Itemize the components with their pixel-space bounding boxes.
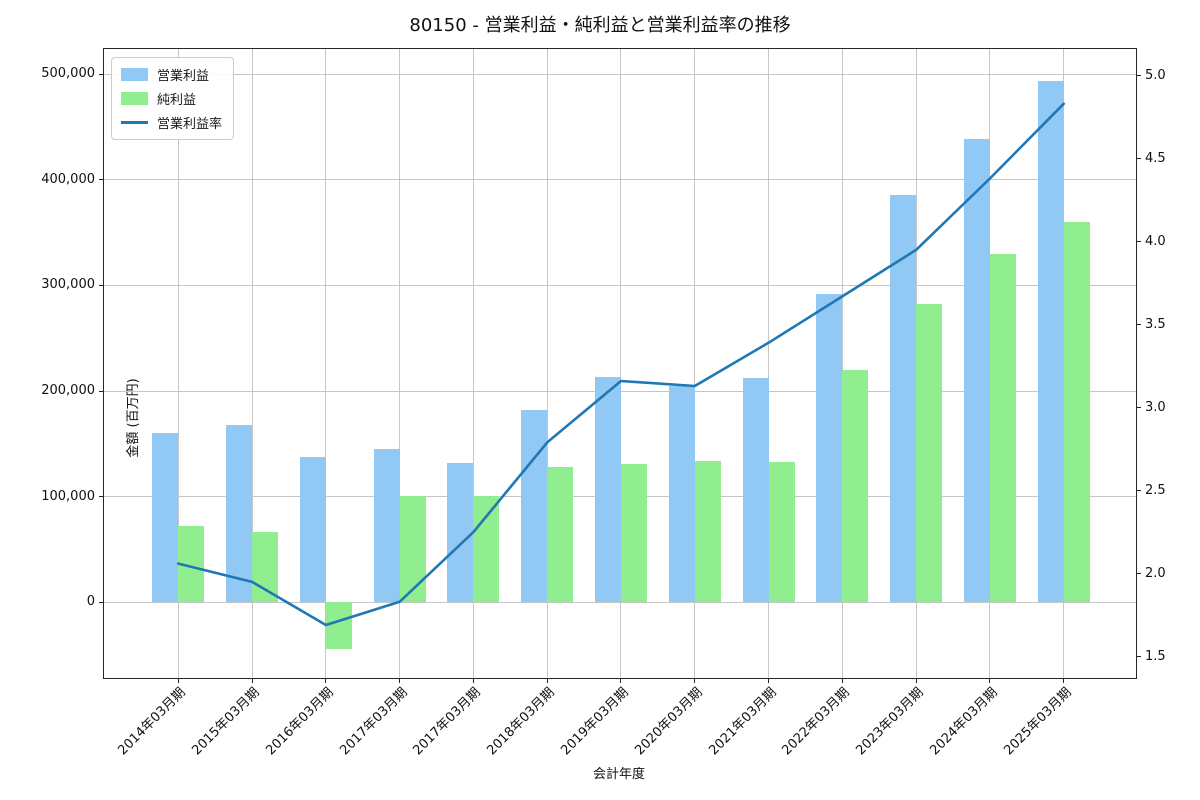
gridline-vertical xyxy=(177,49,179,678)
gridline-vertical xyxy=(694,49,696,678)
x-tick xyxy=(325,678,327,683)
operating-margin-line xyxy=(177,102,1066,627)
bar-operating-profit xyxy=(594,377,621,603)
margin-line-svg xyxy=(177,102,1066,627)
x-tick xyxy=(546,678,548,683)
legend-label-operating-margin: 営業利益率 xyxy=(157,117,223,132)
legend-swatch-operating-profit xyxy=(121,68,148,81)
y-tick-right xyxy=(1136,656,1141,658)
bar-net-profit xyxy=(694,460,721,603)
gridline-horizontal xyxy=(104,179,1136,181)
legend-swatch-operating-margin-line xyxy=(121,121,148,124)
y-tick-right xyxy=(1136,241,1141,243)
y-tick-right xyxy=(1136,490,1141,492)
bar-net-profit xyxy=(399,495,426,603)
bar-net-profit xyxy=(620,464,647,603)
bar-net-profit xyxy=(325,602,352,649)
y-tick-label-right: 4.0 xyxy=(1145,233,1166,249)
bar-operating-profit xyxy=(152,433,179,603)
y-tick-left xyxy=(99,390,104,392)
bar-net-profit xyxy=(989,253,1016,603)
legend-label-net-profit: 純利益 xyxy=(157,93,197,108)
bar-operating-profit xyxy=(447,462,474,603)
gridline-vertical xyxy=(251,49,253,678)
bar-operating-profit xyxy=(1037,81,1064,603)
y-tick-label-right: 2.5 xyxy=(1145,482,1166,498)
gridline-horizontal xyxy=(104,284,1136,286)
gridline-vertical xyxy=(620,49,622,678)
gridline-horizontal xyxy=(104,73,1136,75)
x-tick xyxy=(694,678,696,683)
y-tick-label-left: 300,000 xyxy=(41,277,95,293)
gridline-vertical xyxy=(399,49,401,678)
x-tick xyxy=(399,678,401,683)
bar-net-profit xyxy=(547,467,574,603)
x-tick xyxy=(472,678,474,683)
x-tick xyxy=(251,678,253,683)
bar-operating-profit xyxy=(226,424,253,603)
x-tick xyxy=(989,678,991,683)
x-tick xyxy=(915,678,917,683)
y-tick-left xyxy=(99,284,104,286)
bar-operating-profit xyxy=(742,378,769,603)
legend-item-net-profit: 純利益 xyxy=(121,89,222,108)
bar-operating-profit xyxy=(963,138,990,603)
gridline-horizontal xyxy=(104,601,1136,603)
x-tick xyxy=(620,678,622,683)
y-tick-label-right: 1.5 xyxy=(1145,648,1166,664)
bar-operating-profit xyxy=(521,410,548,603)
bar-net-profit xyxy=(842,369,869,603)
y-tick-label-left: 400,000 xyxy=(41,171,95,187)
y-tick-label-right: 3.5 xyxy=(1145,316,1166,332)
gridline-vertical xyxy=(841,49,843,678)
gridline-vertical xyxy=(325,49,327,678)
bar-operating-profit xyxy=(299,456,326,603)
y-tick-left xyxy=(99,496,104,498)
y-tick-label-left: 100,000 xyxy=(41,488,95,504)
plot-area: 営業利益 純利益 営業利益率 金額 (百万円) 営業利益率 (%) 0100,0… xyxy=(41,48,1166,758)
gridline-vertical xyxy=(472,49,474,678)
legend-label-operating-profit: 営業利益 xyxy=(157,69,210,84)
y-tick-left xyxy=(99,73,104,75)
y-tick-right xyxy=(1136,407,1141,409)
x-tick xyxy=(841,678,843,683)
bar-operating-profit xyxy=(668,385,695,603)
bar-net-profit xyxy=(768,461,795,603)
bar-operating-profit xyxy=(373,449,400,603)
x-tick xyxy=(1063,678,1065,683)
gridline-vertical xyxy=(768,49,770,678)
y-tick-label-right: 3.0 xyxy=(1145,399,1166,415)
bar-net-profit xyxy=(473,495,500,603)
y-tick-label-right: 4.5 xyxy=(1145,150,1166,166)
y-tick-label-right: 2.0 xyxy=(1145,565,1166,581)
y-tick-right xyxy=(1136,75,1141,77)
gridline-vertical xyxy=(546,49,548,678)
bar-net-profit xyxy=(1063,221,1090,603)
legend-item-operating-margin: 営業利益率 xyxy=(121,113,222,132)
y-tick-right xyxy=(1136,324,1141,326)
y-tick-label-left: 500,000 xyxy=(41,66,95,82)
chart-title: 80150 - 営業利益・純利益と営業利益率の推移 xyxy=(409,15,791,36)
y-tick-label-left: 200,000 xyxy=(41,383,95,399)
x-tick xyxy=(177,678,179,683)
legend: 営業利益 純利益 営業利益率 xyxy=(111,57,235,140)
legend-item-operating-profit: 営業利益 xyxy=(121,65,222,84)
y-tick-right xyxy=(1136,158,1141,160)
y-tick-left xyxy=(99,601,104,603)
y-tick-label-left: 0 xyxy=(86,594,95,610)
y-tick-label-right: 5.0 xyxy=(1145,67,1166,83)
bar-operating-profit xyxy=(816,293,843,603)
x-axis-label: 会計年度 xyxy=(592,767,645,782)
bar-net-profit xyxy=(916,304,943,603)
legend-swatch-net-profit xyxy=(121,92,148,105)
x-tick xyxy=(768,678,770,683)
y-tick-right xyxy=(1136,573,1141,575)
y-tick-left xyxy=(99,179,104,181)
